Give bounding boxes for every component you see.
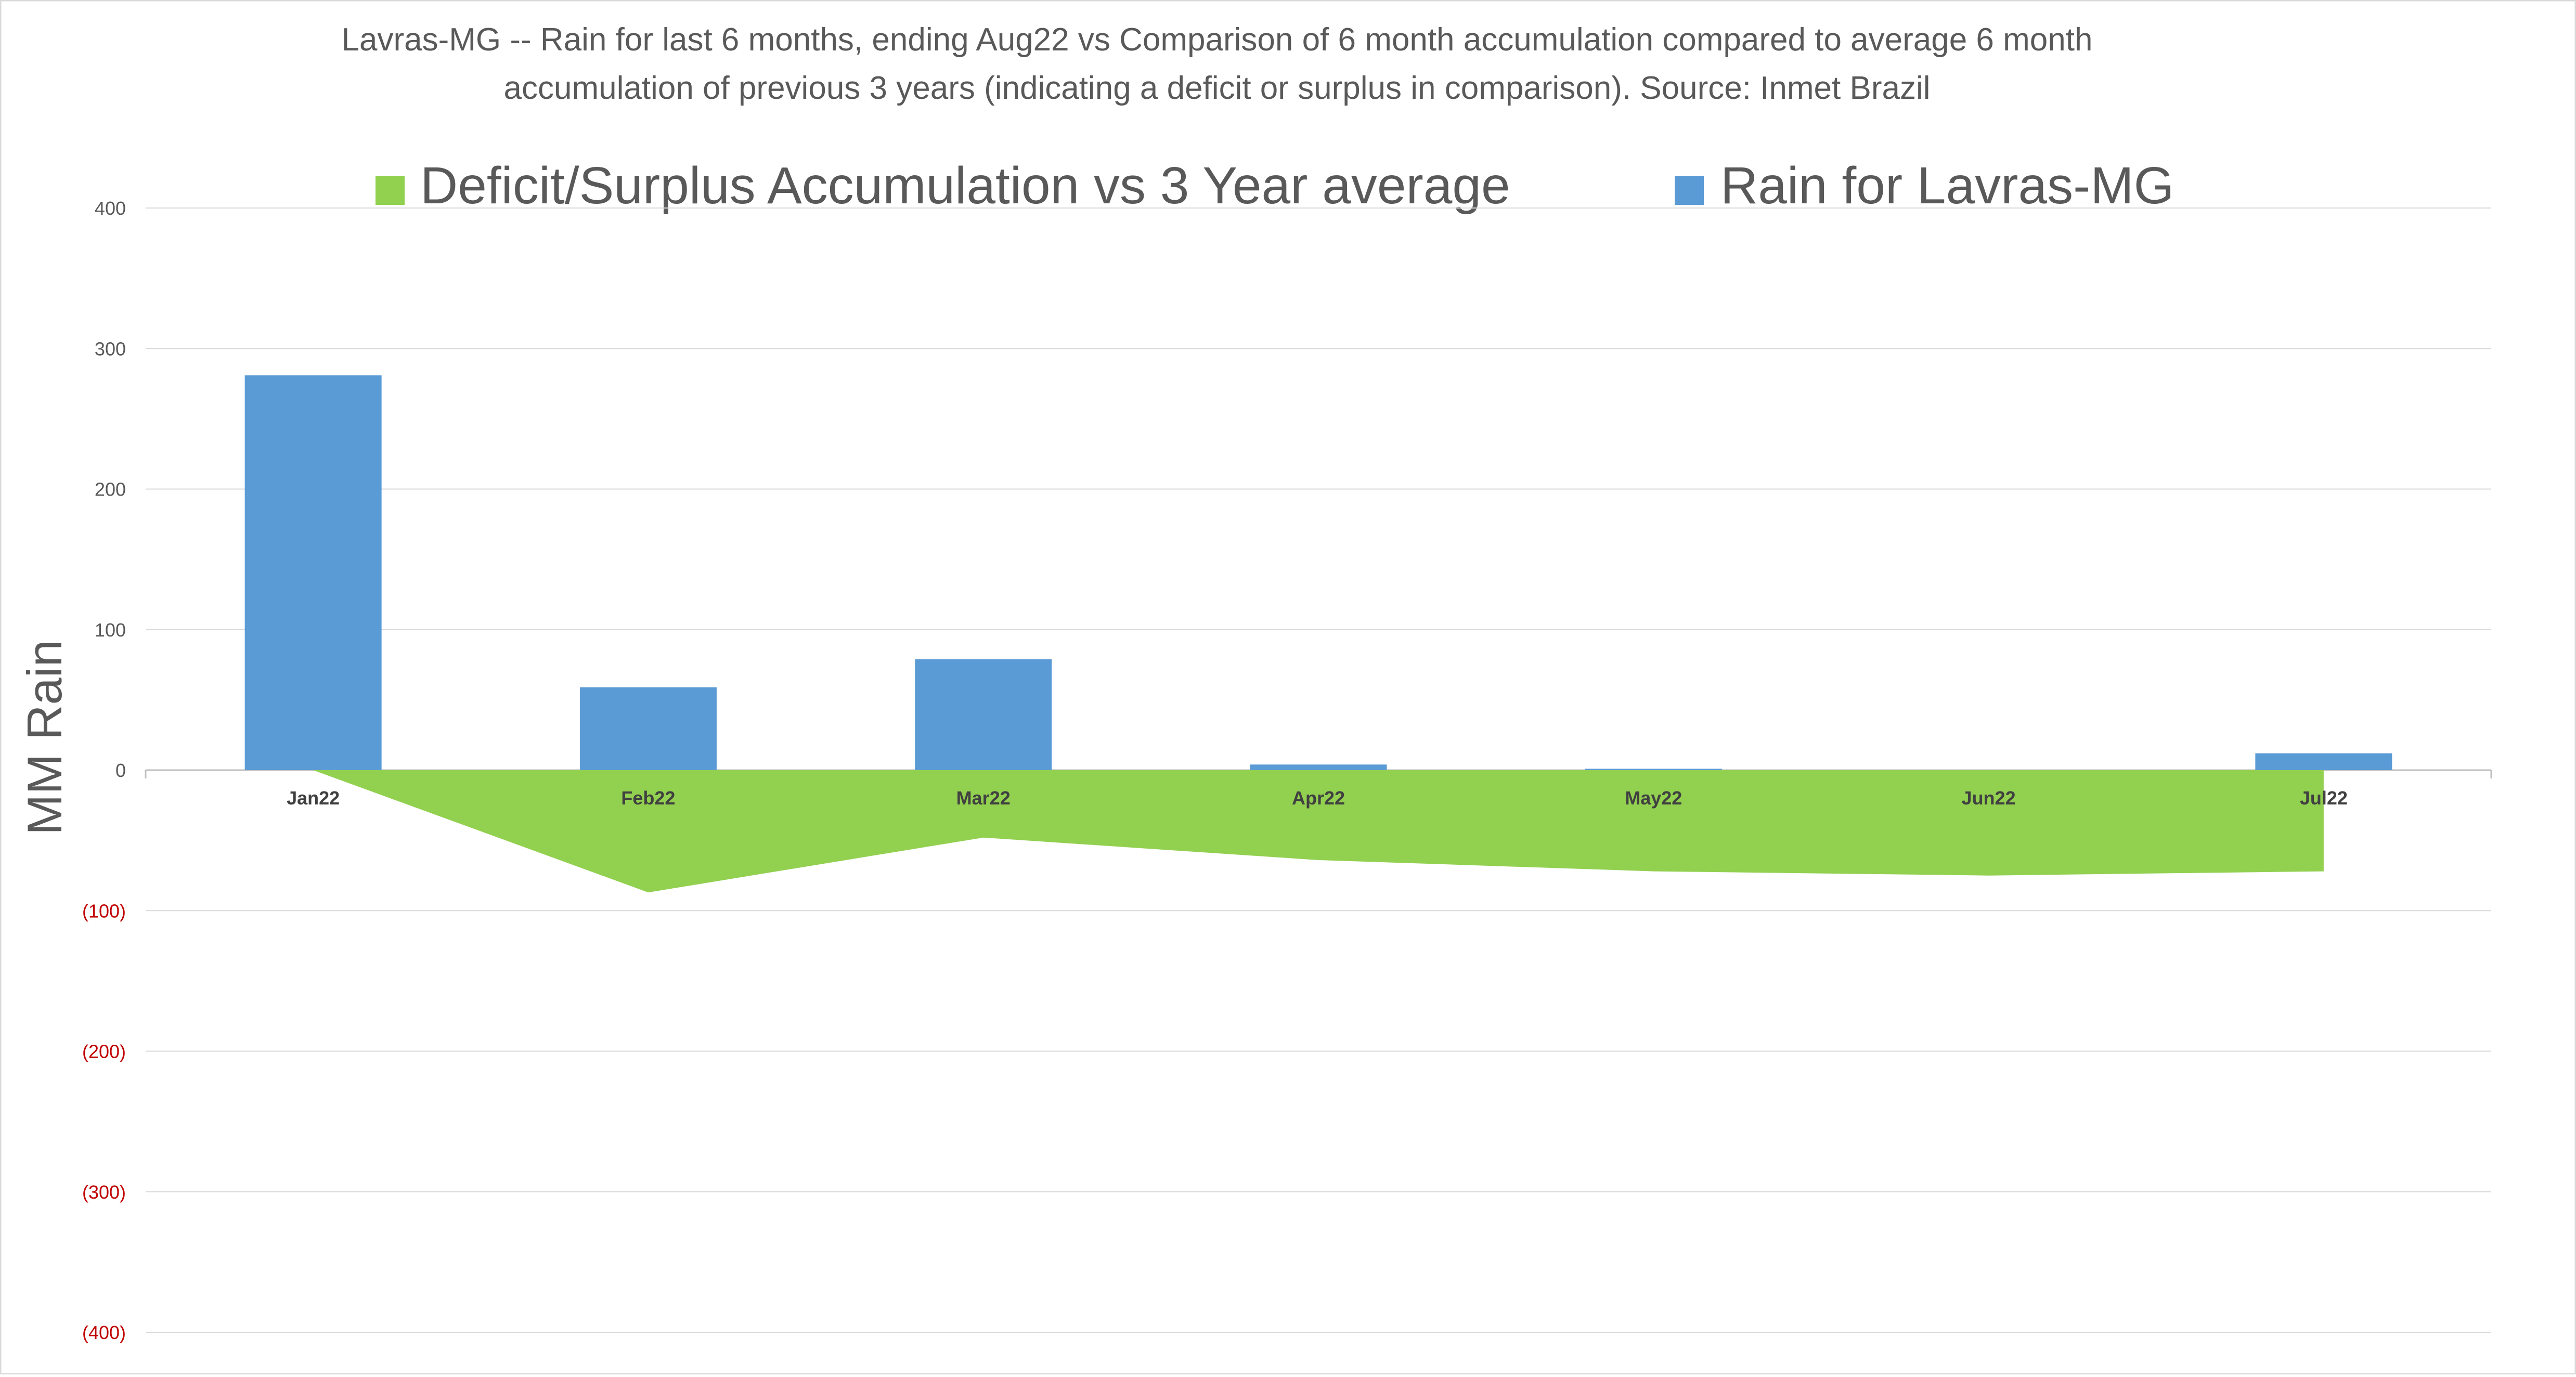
y-tick-label: (400) (82, 1322, 126, 1343)
x-axis-ticks: Jan22 Feb22 Mar22 Apr22 May22 Jun22 Jul22 (287, 787, 2348, 809)
deficit-area-series (313, 770, 2324, 893)
y-axis-title: MM Rain (17, 640, 72, 835)
legend-label-rain: Rain for Lavras-MG (1720, 157, 2174, 215)
legend-label-deficit: Deficit/Surplus Accumulation vs 3 Year a… (420, 157, 1510, 215)
y-tick-label: (100) (82, 900, 126, 921)
rain-bar-jan22 (244, 375, 382, 770)
legend-swatch-deficit (376, 176, 405, 205)
x-tick-label: May22 (1625, 787, 1682, 809)
x-tick-label: Jan22 (287, 787, 340, 809)
rain-bar-apr22 (1250, 764, 1387, 770)
y-tick-label: 400 (95, 198, 126, 219)
rain-bar-feb22 (579, 687, 717, 770)
x-tick-label: Jul22 (2300, 787, 2348, 809)
rain-bar-series (244, 375, 2392, 770)
chart-title-line-2: accumulation of previous 3 years (indica… (503, 70, 1930, 106)
y-axis-ticks: 400 300 200 100 0 (100) (200) (300) (400) (82, 198, 126, 1343)
x-tick-label: Apr22 (1292, 787, 1345, 809)
y-tick-label: 200 (95, 479, 126, 500)
legend-swatch-rain (1675, 176, 1704, 205)
rain-bar-may22 (1585, 769, 1722, 770)
y-tick-label: (200) (82, 1041, 126, 1062)
x-tick-label: Feb22 (621, 787, 675, 809)
y-tick-label: (300) (82, 1181, 126, 1203)
deficit-area (313, 770, 2324, 893)
y-tick-label: 300 (95, 338, 126, 359)
y-tick-label: 100 (95, 619, 126, 641)
legend: Deficit/Surplus Accumulation vs 3 Year a… (376, 157, 2174, 215)
chart-title-line-1: Lavras-MG -- Rain for last 6 months, end… (342, 22, 2093, 58)
rain-bar-mar22 (915, 659, 1052, 770)
x-tick-label: Jun22 (1962, 787, 2016, 809)
x-tick-label: Mar22 (956, 787, 1011, 809)
rain-bar-jul22 (2255, 753, 2392, 770)
y-tick-label: 0 (115, 760, 126, 781)
